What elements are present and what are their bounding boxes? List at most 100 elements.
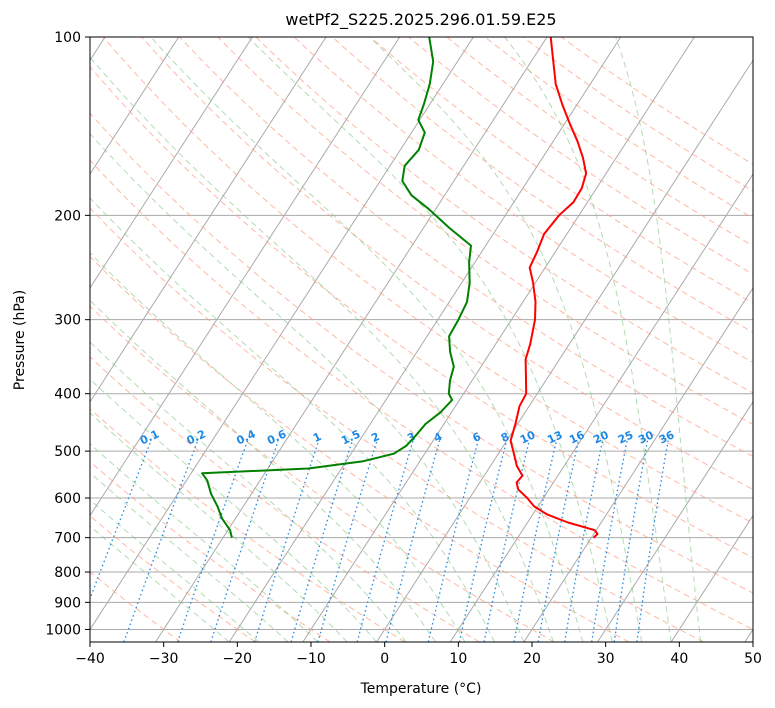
mixing-ratio-label: 20 bbox=[591, 428, 611, 446]
chart-title: wetPf2_S225.2025.296.01.59.E25 bbox=[285, 10, 556, 30]
isotherm-line bbox=[90, 37, 327, 403]
dry-adiabat-line bbox=[446, 37, 753, 247]
moist-adiabat-line bbox=[369, 37, 643, 642]
mixing-ratio-line bbox=[317, 440, 378, 642]
moist-adiabat-line bbox=[90, 412, 348, 642]
dry-adiabat-line bbox=[90, 407, 406, 642]
dry-adiabat-line bbox=[90, 515, 256, 642]
y-axis-label: Pressure (hPa) bbox=[12, 290, 28, 390]
dry-adiabat-line bbox=[331, 37, 753, 333]
mixing-ratio-label: 2 bbox=[369, 430, 381, 445]
moist-adiabat-line bbox=[90, 299, 436, 642]
moist-adiabat-line bbox=[90, 472, 289, 642]
dry-adiabat-line bbox=[90, 305, 555, 642]
mixing-ratio-line bbox=[537, 440, 580, 642]
x-tick-label: −10 bbox=[296, 651, 326, 667]
y-tick-label: 300 bbox=[54, 313, 81, 329]
isotherm-line bbox=[670, 514, 753, 642]
mixing-ratio-label: 25 bbox=[616, 428, 635, 446]
isotherm-line bbox=[90, 37, 180, 176]
dry-adiabat-line bbox=[90, 207, 704, 642]
moist-adiabat-line bbox=[90, 197, 495, 642]
x-tick-label: 20 bbox=[523, 651, 541, 667]
mixing-ratio-line bbox=[254, 440, 320, 642]
plot-frame bbox=[89, 36, 754, 643]
dry-adiabat-line bbox=[484, 37, 753, 219]
mixing-ratio-label: 0.4 bbox=[234, 427, 257, 447]
dry-adiabat-line bbox=[141, 37, 753, 490]
moist-adiabat-line bbox=[90, 132, 525, 642]
dry-adiabat-line bbox=[255, 37, 753, 394]
isotherm-line bbox=[376, 59, 753, 642]
moist-adiabat-line bbox=[90, 252, 466, 642]
mixing-ratio-line bbox=[483, 440, 530, 642]
moist-adiabat-line bbox=[90, 525, 230, 642]
x-axis-ticks: −40 −30 −20 −10 0 10 20 30 40 50 bbox=[75, 642, 762, 667]
y-axis-ticks: 100 200 300 400 500 600 700 800 900 1000 bbox=[45, 30, 90, 638]
y-tick-label: 200 bbox=[54, 208, 81, 224]
dry-adiabat-line bbox=[179, 37, 753, 458]
moist-adiabat-line bbox=[247, 37, 613, 642]
dry-adiabat-line bbox=[90, 460, 331, 642]
isotherm-line bbox=[90, 37, 474, 631]
y-tick-label: 100 bbox=[54, 30, 81, 46]
mixing-ratio-label: 36 bbox=[657, 428, 677, 446]
moist-adiabat-line bbox=[150, 37, 584, 642]
dry-adiabat-line bbox=[217, 37, 753, 426]
mixing-ratio-label: 1.5 bbox=[339, 427, 362, 447]
mixing-ratio-line bbox=[290, 440, 353, 642]
mixing-ratio-line bbox=[636, 440, 669, 642]
moist-adiabat-line bbox=[90, 443, 318, 642]
temperature-profile-line bbox=[509, 37, 599, 539]
mixing-ratio-label: 13 bbox=[545, 428, 564, 446]
mixing-ratio-label: 0.1 bbox=[138, 427, 161, 447]
dry-adiabat-line bbox=[90, 66, 753, 559]
mixing-ratio-label: 16 bbox=[567, 428, 587, 446]
dry-adiabat-line bbox=[293, 37, 753, 363]
moist-adiabat-line bbox=[90, 56, 554, 642]
y-tick-label: 700 bbox=[54, 531, 81, 547]
y-tick-label: 800 bbox=[54, 565, 81, 581]
dry-adiabat-line bbox=[102, 37, 753, 524]
isotherm-line bbox=[90, 37, 253, 289]
x-tick-label: 40 bbox=[670, 651, 688, 667]
mixing-ratio-label: 6 bbox=[471, 430, 484, 445]
x-axis-label: Temperature (°C) bbox=[360, 681, 482, 697]
x-tick-label: 0 bbox=[380, 651, 389, 667]
dry-adiabat-line bbox=[522, 37, 753, 192]
x-tick-label: −30 bbox=[149, 651, 179, 667]
mixing-ratio-line bbox=[564, 440, 604, 642]
moist-adiabat-line bbox=[615, 37, 702, 642]
mixing-ratio-line bbox=[385, 440, 441, 642]
isotherm-line bbox=[228, 37, 622, 642]
mixing-ratio-line bbox=[513, 440, 558, 642]
mixing-ratio-line bbox=[356, 440, 414, 642]
background-lines bbox=[90, 37, 753, 642]
mixing-ratio-label: 10 bbox=[518, 428, 538, 446]
y-tick-label: 900 bbox=[54, 595, 81, 611]
data-series bbox=[201, 37, 599, 539]
x-tick-label: −40 bbox=[75, 651, 105, 667]
isotherm-line bbox=[744, 628, 753, 642]
dry-adiabat-line bbox=[560, 37, 753, 165]
isotherm-line bbox=[523, 287, 753, 642]
x-tick-label: 30 bbox=[597, 651, 615, 667]
mixing-ratio-line bbox=[458, 440, 508, 642]
x-tick-label: −20 bbox=[223, 651, 253, 667]
mixing-ratio-label: 4 bbox=[432, 430, 445, 445]
isotherm-line bbox=[155, 37, 548, 642]
dewpoint-profile-line bbox=[201, 37, 472, 538]
mixing-ratio-label: 30 bbox=[636, 428, 656, 446]
moist-adiabat-line bbox=[90, 341, 407, 642]
y-tick-label: 600 bbox=[54, 491, 81, 507]
dry-adiabat-line bbox=[90, 112, 753, 594]
isotherm-line bbox=[449, 173, 753, 642]
y-tick-label: 400 bbox=[54, 387, 81, 403]
y-tick-label: 1000 bbox=[45, 622, 81, 638]
moist-adiabat-line bbox=[504, 37, 672, 642]
x-tick-label: 10 bbox=[449, 651, 467, 667]
mixing-ratio-line bbox=[613, 440, 649, 642]
dry-adiabat-line bbox=[90, 255, 630, 642]
mixing-ratio-line bbox=[427, 440, 479, 642]
